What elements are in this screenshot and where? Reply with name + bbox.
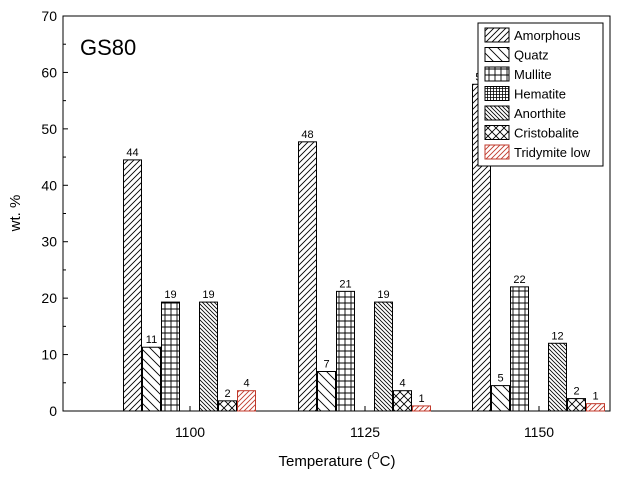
bar-tridymite-low-1150 xyxy=(586,403,605,412)
bar-value-label: 21 xyxy=(339,278,351,290)
x-axis-label-sup: O xyxy=(372,451,380,462)
x-axis-label-tail: C) xyxy=(380,453,396,470)
bar-tridymite-low-1125 xyxy=(412,405,431,412)
bar-mullite-1100 xyxy=(161,301,180,412)
legend: Amorphous Quatz Mullite Hematite Anorthite Cr… xyxy=(477,22,604,167)
legend-swatch-anorthite xyxy=(484,105,510,121)
bar-quatz-1150 xyxy=(491,385,510,412)
bar-mullite-1125 xyxy=(336,290,355,412)
y-axis-label: wt. % xyxy=(7,195,24,233)
legend-label: Quatz xyxy=(514,48,549,63)
bar-value-label: 44 xyxy=(126,147,138,159)
y-tick-label: 50 xyxy=(41,121,57,137)
y-tick-label: 40 xyxy=(41,177,57,193)
bar-value-label: 7 xyxy=(323,359,329,371)
bar-cristobalite-1150 xyxy=(567,398,586,412)
y-tick-label: 70 xyxy=(41,8,57,24)
bar-value-label: 19 xyxy=(164,289,176,301)
legend-swatch-tridymite-low xyxy=(484,144,510,160)
bar-value-label: 4 xyxy=(399,378,405,390)
bar-cristobalite-1125 xyxy=(393,390,412,412)
bar-value-label: 48 xyxy=(301,129,313,141)
y-tick-label: 10 xyxy=(41,347,57,363)
chart-title: GS80 xyxy=(80,35,136,60)
legend-swatch-amorphous xyxy=(484,27,510,43)
y-tick-label: 0 xyxy=(49,403,57,419)
bar-anorthite-1150 xyxy=(548,342,567,412)
x-axis-label: Temperature (OC) xyxy=(279,451,396,470)
y-axis: 0 10 20 30 40 50 60 70 xyxy=(41,8,68,419)
bar-value-label: 1 xyxy=(418,393,424,405)
legend-label: Hematite xyxy=(514,87,566,102)
bar-value-label: 2 xyxy=(573,386,579,398)
bar-value-label: 19 xyxy=(377,289,389,301)
bar-mullite-1150 xyxy=(510,286,529,412)
y-tick-label: 60 xyxy=(41,64,57,80)
legend-label: Amorphous xyxy=(514,28,581,43)
bar-value-label: 19 xyxy=(202,289,214,301)
legend-swatch-quatz xyxy=(484,47,510,62)
legend-label: Cristobalite xyxy=(514,126,579,141)
x-tick-label: 1100 xyxy=(175,424,205,440)
bar-amorphous-1125 xyxy=(298,141,317,412)
y-tick-label: 20 xyxy=(41,290,57,306)
bar-value-label: 12 xyxy=(551,330,563,342)
y-tick-label: 30 xyxy=(41,234,57,250)
legend-label: Tridymite low xyxy=(514,145,591,160)
legend-swatch-hematite xyxy=(484,86,510,101)
bar-value-label: 1 xyxy=(592,391,598,403)
bar-anorthite-1125 xyxy=(374,301,393,412)
bar-tridymite-low-1100 xyxy=(237,390,256,412)
legend-swatch-cristobalite xyxy=(484,125,510,140)
x-tick-label: 1125 xyxy=(350,424,380,440)
bar-amorphous-1100 xyxy=(123,159,142,412)
bar-value-label: 22 xyxy=(513,274,525,286)
legend-label: Mullite xyxy=(514,67,552,82)
x-axis-label-main: Temperature ( xyxy=(279,453,372,470)
bar-value-label: 11 xyxy=(146,334,157,346)
bar-quatz-1100 xyxy=(142,346,161,412)
legend-label: Anorthite xyxy=(514,106,566,121)
bar-cristobalite-1100 xyxy=(218,400,237,412)
bar-quatz-1125 xyxy=(317,371,336,412)
bar-value-label: 5 xyxy=(497,373,503,385)
x-tick-label: 1150 xyxy=(524,424,554,440)
bar-value-label: 2 xyxy=(224,388,230,400)
bar-anorthite-1100 xyxy=(199,301,218,412)
x-axis: 1100 1125 1150 xyxy=(175,406,554,440)
bar-value-label: 4 xyxy=(243,378,249,390)
legend-swatch-mullite xyxy=(484,66,510,82)
